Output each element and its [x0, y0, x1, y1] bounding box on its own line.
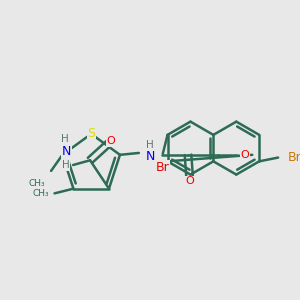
Text: O: O	[185, 176, 194, 186]
Text: S: S	[87, 128, 95, 140]
Text: H: H	[146, 140, 154, 150]
Text: N: N	[146, 150, 155, 163]
Text: Br: Br	[156, 160, 170, 173]
Text: CH₃: CH₃	[29, 179, 45, 188]
Text: H: H	[61, 134, 68, 144]
Text: O: O	[106, 136, 115, 146]
Text: H: H	[61, 160, 69, 170]
Text: CH₃: CH₃	[32, 189, 49, 198]
Text: O: O	[240, 150, 249, 160]
Text: Br: Br	[287, 151, 300, 164]
Text: N: N	[62, 145, 71, 158]
